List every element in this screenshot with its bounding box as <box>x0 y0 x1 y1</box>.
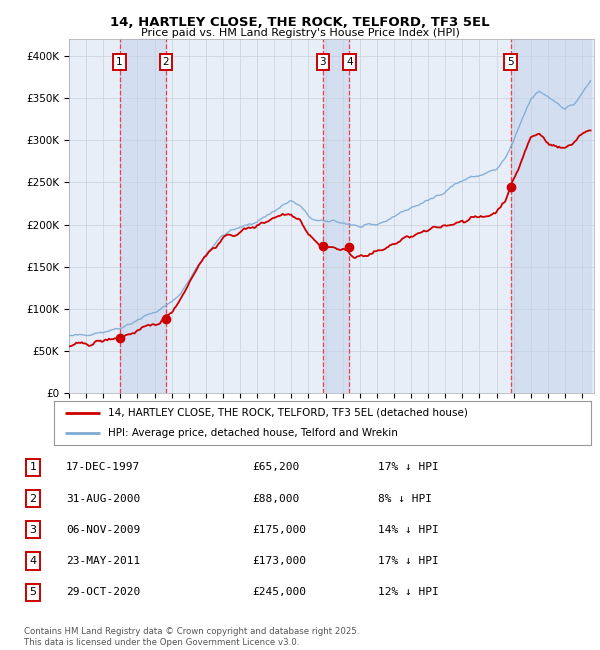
Bar <box>511 39 590 393</box>
Text: 14% ↓ HPI: 14% ↓ HPI <box>378 525 439 535</box>
Text: 17% ↓ HPI: 17% ↓ HPI <box>378 462 439 473</box>
Text: Contains HM Land Registry data © Crown copyright and database right 2025.
This d: Contains HM Land Registry data © Crown c… <box>24 627 359 647</box>
Text: £65,200: £65,200 <box>252 462 299 473</box>
Bar <box>323 39 349 393</box>
Text: 23-MAY-2011: 23-MAY-2011 <box>66 556 140 566</box>
Text: £88,000: £88,000 <box>252 493 299 504</box>
Text: 3: 3 <box>320 57 326 67</box>
Text: 3: 3 <box>29 525 37 535</box>
Text: 2: 2 <box>163 57 169 67</box>
Text: 4: 4 <box>29 556 37 566</box>
Text: 31-AUG-2000: 31-AUG-2000 <box>66 493 140 504</box>
Text: £245,000: £245,000 <box>252 587 306 597</box>
Text: 1: 1 <box>116 57 123 67</box>
Text: HPI: Average price, detached house, Telford and Wrekin: HPI: Average price, detached house, Telf… <box>108 428 398 438</box>
Text: 29-OCT-2020: 29-OCT-2020 <box>66 587 140 597</box>
Text: £173,000: £173,000 <box>252 556 306 566</box>
Text: 06-NOV-2009: 06-NOV-2009 <box>66 525 140 535</box>
Text: Price paid vs. HM Land Registry's House Price Index (HPI): Price paid vs. HM Land Registry's House … <box>140 28 460 38</box>
Text: 14, HARTLEY CLOSE, THE ROCK, TELFORD, TF3 5EL (detached house): 14, HARTLEY CLOSE, THE ROCK, TELFORD, TF… <box>108 408 467 418</box>
Text: £175,000: £175,000 <box>252 525 306 535</box>
Text: 17% ↓ HPI: 17% ↓ HPI <box>378 556 439 566</box>
Bar <box>119 39 166 393</box>
Text: 2: 2 <box>29 493 37 504</box>
Text: 12% ↓ HPI: 12% ↓ HPI <box>378 587 439 597</box>
Text: 1: 1 <box>29 462 37 473</box>
Text: 8% ↓ HPI: 8% ↓ HPI <box>378 493 432 504</box>
Text: 17-DEC-1997: 17-DEC-1997 <box>66 462 140 473</box>
Text: 4: 4 <box>346 57 353 67</box>
Text: 5: 5 <box>29 587 37 597</box>
Text: 14, HARTLEY CLOSE, THE ROCK, TELFORD, TF3 5EL: 14, HARTLEY CLOSE, THE ROCK, TELFORD, TF… <box>110 16 490 29</box>
Text: 5: 5 <box>508 57 514 67</box>
